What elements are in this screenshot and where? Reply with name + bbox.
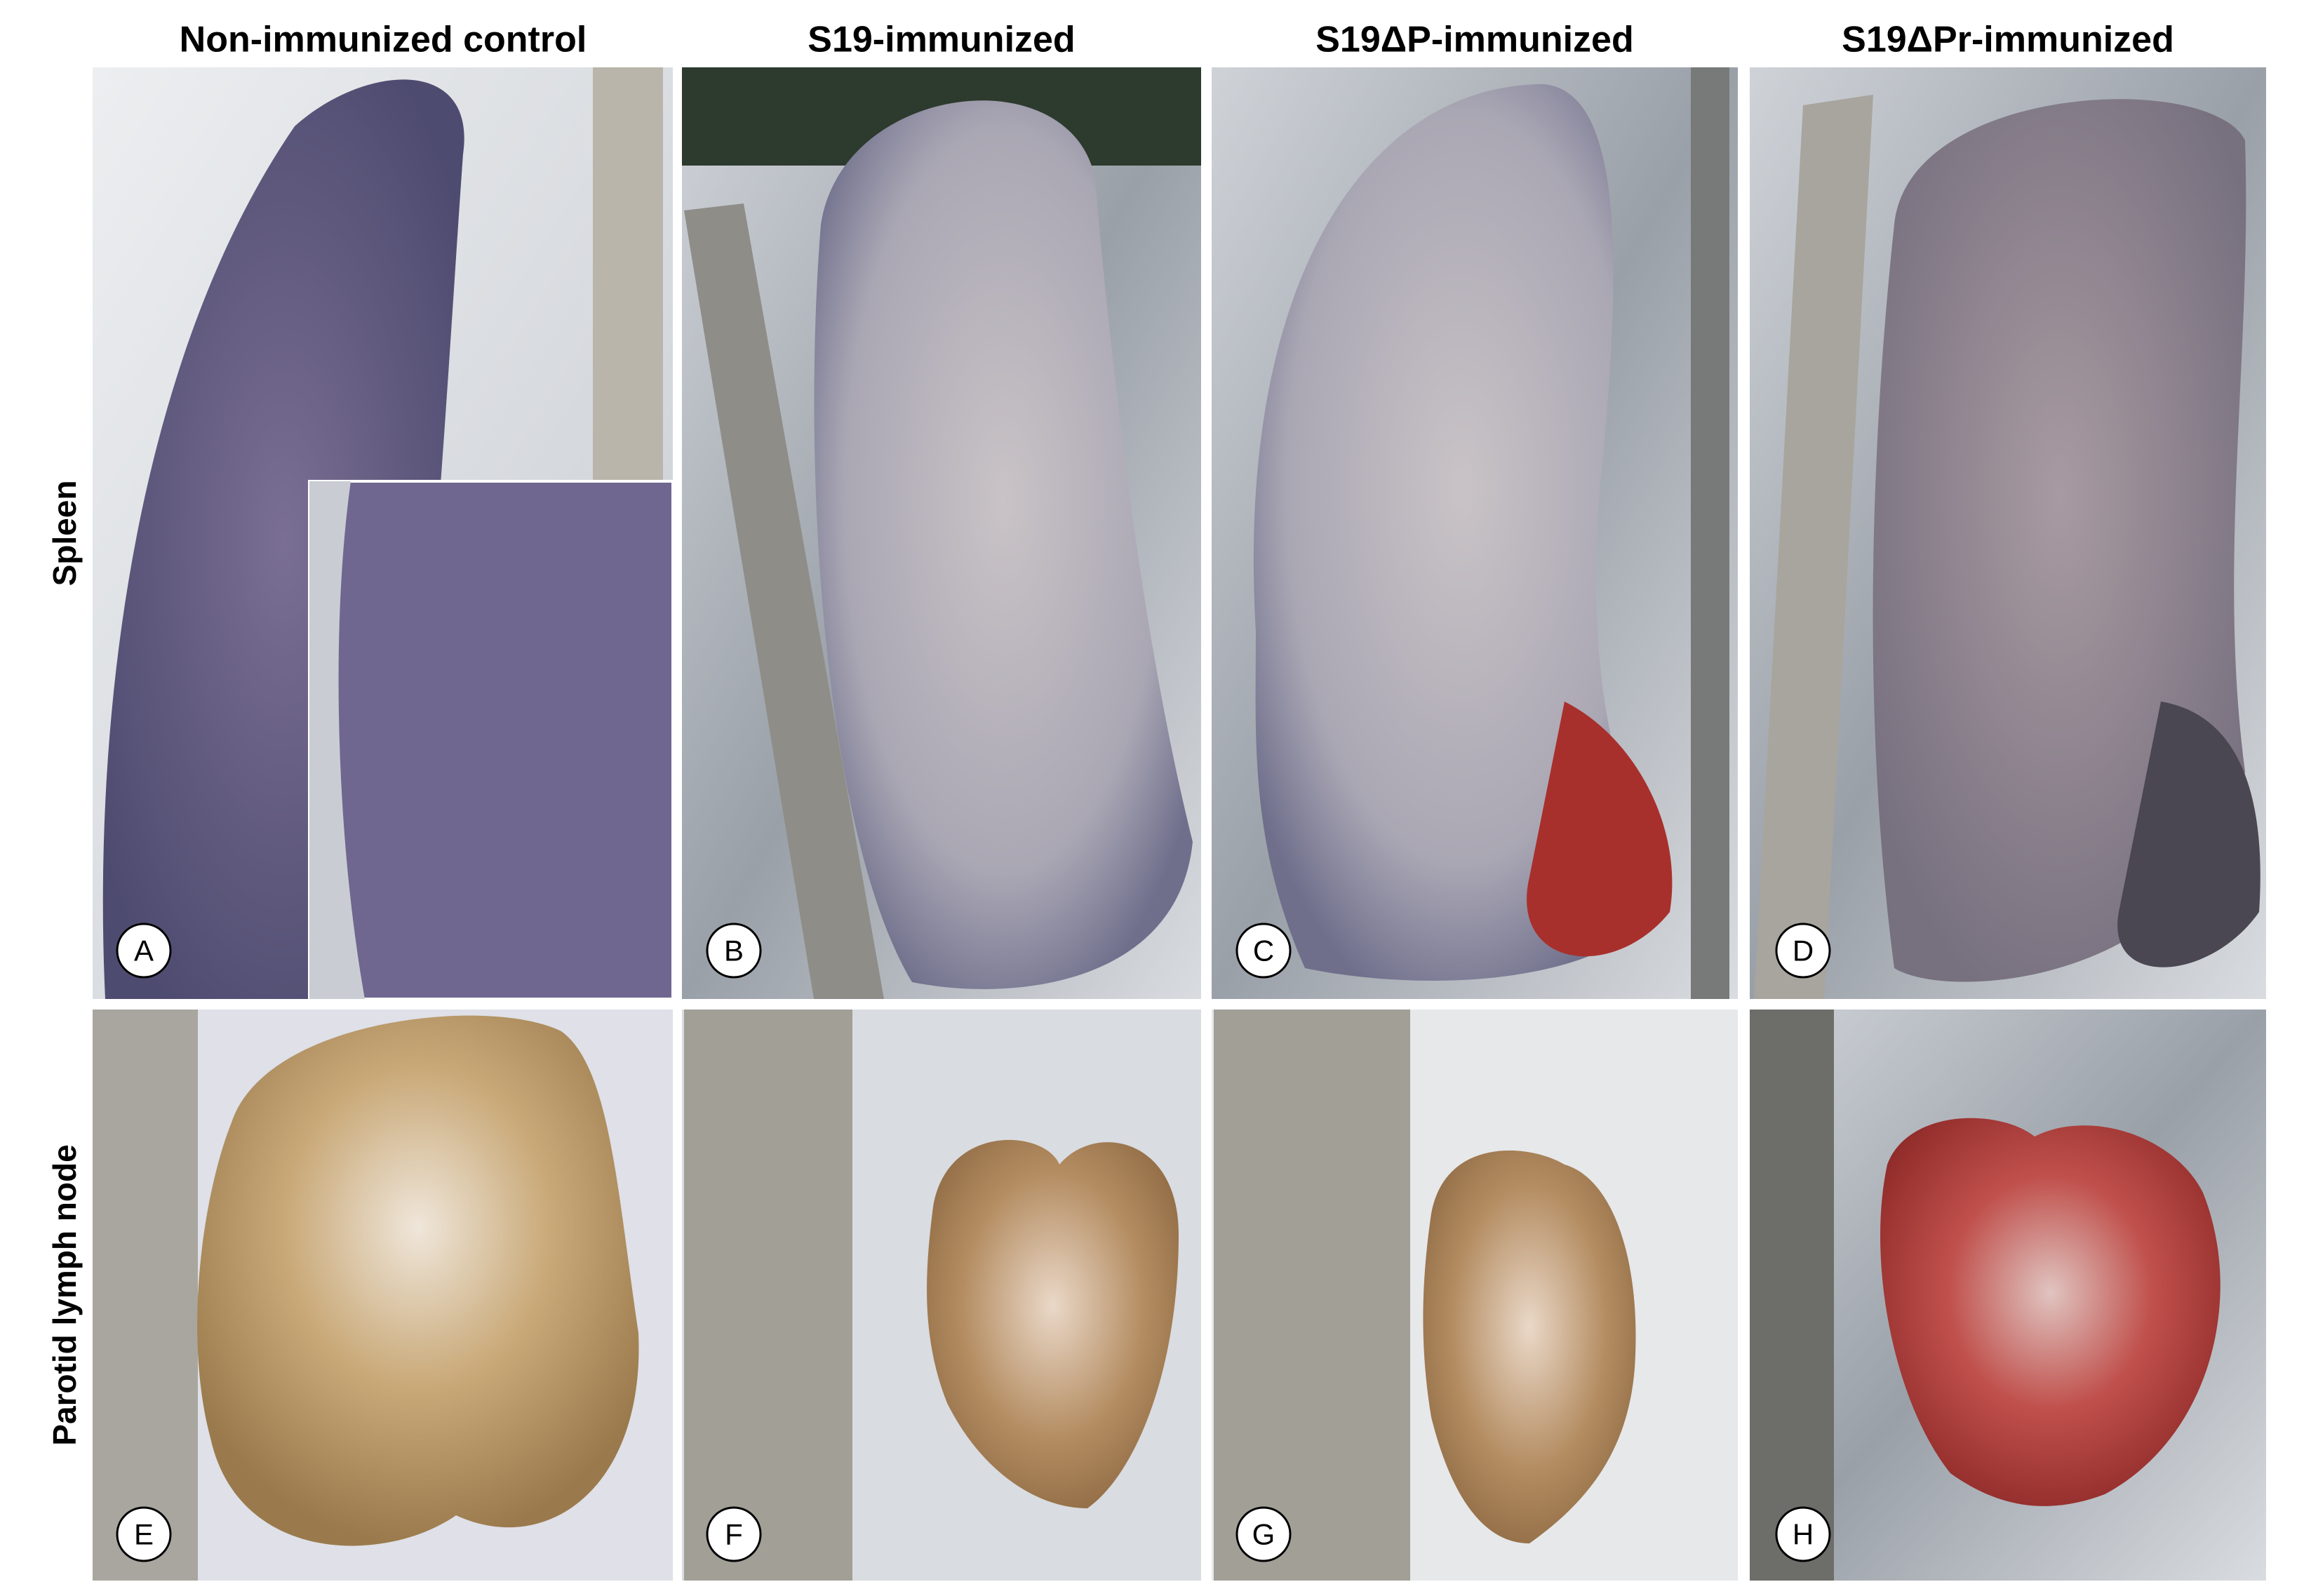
- column-header: S19-immunized: [808, 20, 1075, 60]
- photo-h: [1750, 1010, 2266, 1581]
- column-header: S19ΔPr-immunized: [1842, 20, 2174, 60]
- photo-f: [682, 1010, 1201, 1581]
- column-header: Non-immunized control: [180, 20, 587, 60]
- panel-letter: G: [1235, 1506, 1292, 1562]
- photo-e: [93, 1010, 673, 1581]
- panel-letter-text: A: [134, 934, 154, 967]
- panel-letter-text: E: [134, 1518, 154, 1551]
- photo-g: [1212, 1010, 1738, 1581]
- photo-d: [1750, 67, 2266, 999]
- photo-c: [1212, 67, 1738, 999]
- panel-letter: B: [706, 923, 762, 979]
- row-label: Spleen: [46, 481, 83, 586]
- panel-letter-text: H: [1793, 1518, 1814, 1551]
- panel-letter: E: [116, 1506, 172, 1562]
- panel-letter: H: [1775, 1506, 1831, 1562]
- panel-letter-text: C: [1253, 934, 1274, 967]
- panel-letter-text: B: [724, 934, 744, 967]
- row-label: Parotid lymph node: [46, 1144, 83, 1445]
- panel-letter: A: [116, 923, 172, 979]
- column-header: S19ΔP-immunized: [1315, 20, 1633, 60]
- photo-b: [682, 67, 1201, 999]
- panel-letter-text: G: [1252, 1518, 1275, 1551]
- panel-letter: F: [706, 1506, 762, 1562]
- panel-letter-text: F: [725, 1518, 743, 1551]
- panel-letter-text: D: [1793, 934, 1814, 967]
- photo-a: [93, 67, 674, 1000]
- panel-letter: C: [1235, 923, 1292, 979]
- panel-letter: D: [1775, 923, 1831, 979]
